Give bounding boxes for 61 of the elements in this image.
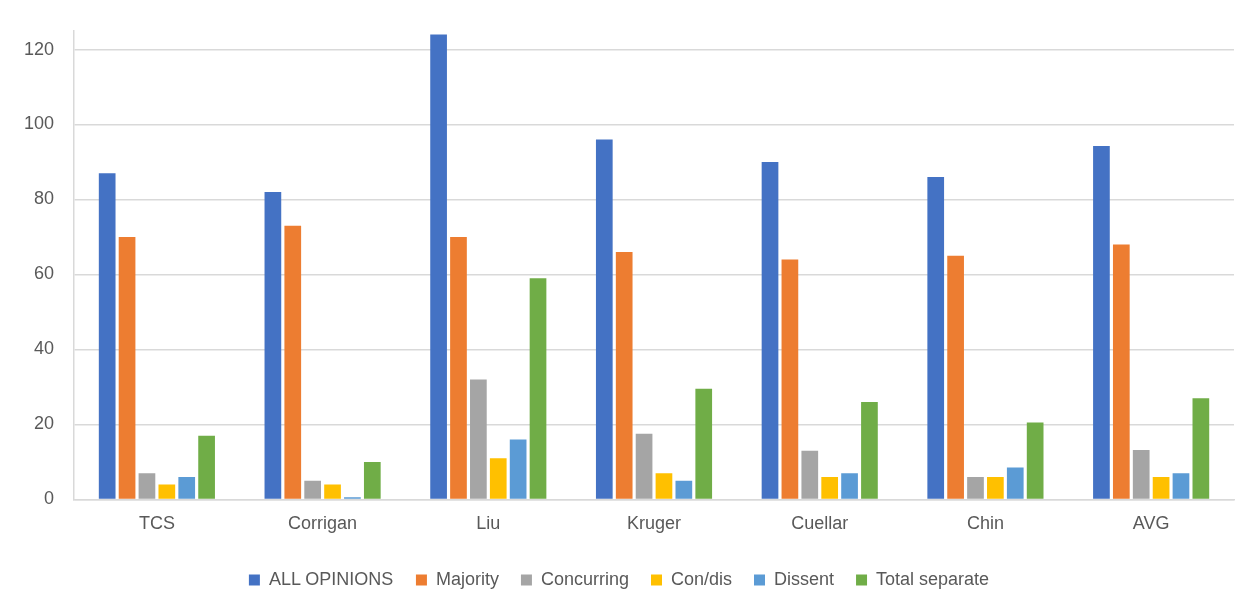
x-tick-label: TCS	[138, 513, 175, 534]
x-tick-label: Chin	[966, 513, 1004, 534]
bar	[98, 173, 116, 499]
bar	[615, 251, 633, 499]
bar	[695, 388, 713, 499]
bar	[430, 34, 447, 499]
bar	[675, 480, 693, 499]
legend-label: Majority	[435, 568, 499, 589]
bar	[1152, 476, 1170, 499]
legend-label: Dissent	[774, 568, 835, 589]
x-tick-label: Liu	[476, 513, 501, 534]
bar	[1026, 422, 1044, 499]
bar	[635, 433, 653, 499]
y-tick-label: 60	[34, 263, 55, 284]
bar	[781, 259, 799, 499]
bar	[470, 379, 487, 499]
bar	[1093, 145, 1110, 499]
bar	[450, 236, 467, 499]
bar	[118, 236, 136, 499]
bar	[138, 473, 156, 499]
x-tick-label: Cuellar	[791, 513, 849, 534]
bar	[363, 461, 381, 499]
bar	[967, 476, 984, 499]
bar	[509, 439, 527, 499]
legend-label: Concurring	[540, 568, 629, 589]
bar	[489, 458, 507, 499]
x-tick-label: AVG	[1132, 513, 1170, 534]
bar	[821, 476, 839, 499]
bar	[761, 162, 779, 499]
bar	[927, 177, 945, 499]
bar	[264, 192, 282, 499]
bar	[947, 255, 964, 499]
bar	[841, 473, 858, 499]
bar	[655, 473, 673, 499]
bar	[158, 484, 176, 499]
y-tick-label: 120	[23, 38, 55, 59]
bar	[198, 435, 215, 499]
bar	[1172, 473, 1190, 499]
bar	[1112, 244, 1130, 499]
legend-label: Con/dis	[670, 568, 733, 589]
bar	[861, 401, 878, 499]
legend-label: Total separate	[876, 568, 990, 589]
bar	[1132, 449, 1150, 499]
y-tick-label: 80	[34, 188, 55, 209]
bar	[1192, 398, 1210, 499]
y-tick-label: 40	[34, 338, 55, 359]
bar	[324, 484, 341, 499]
bar	[987, 476, 1004, 499]
bar	[595, 139, 613, 499]
bar	[284, 225, 302, 499]
x-tick-label: Corrigan	[288, 513, 358, 534]
bar	[801, 450, 819, 499]
legend-label: ALL OPINIONS	[268, 568, 394, 589]
bar	[178, 476, 196, 499]
y-tick-label: 20	[34, 413, 55, 434]
bar	[529, 278, 547, 499]
x-tick-label: Kruger	[627, 513, 682, 534]
bar	[1006, 467, 1024, 499]
y-tick-label: 0	[44, 488, 55, 509]
y-tick-label: 100	[23, 113, 55, 134]
bar	[304, 480, 322, 499]
